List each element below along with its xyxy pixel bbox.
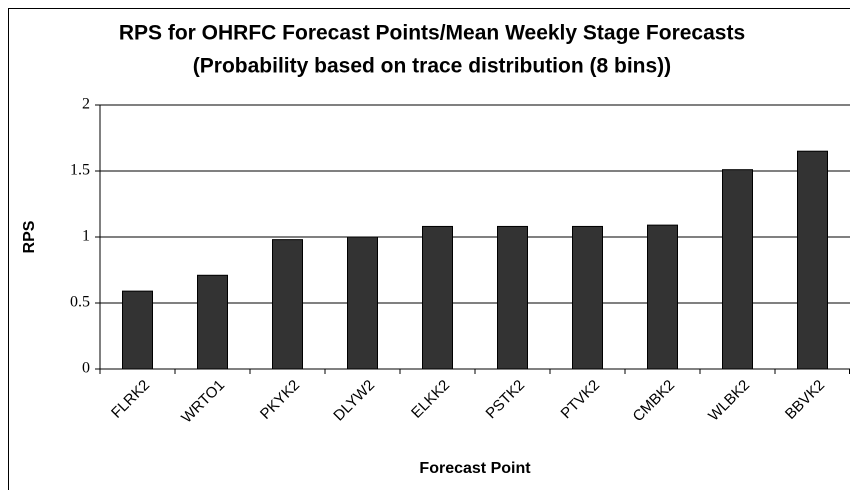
x-tick-label: CMBK2 [630, 377, 679, 426]
bar [272, 239, 303, 370]
y-tick-label: 2 [82, 96, 90, 113]
bar [422, 225, 453, 370]
chart-subtitle: (Probability based on trace distribution… [193, 55, 671, 78]
x-tick-label: WRTO1 [178, 377, 228, 427]
bar [572, 225, 603, 370]
bar [722, 169, 753, 370]
x-axis-label: Forecast Point [419, 460, 531, 477]
x-tick-label: PKYK2 [257, 377, 303, 423]
bar [797, 150, 828, 370]
chart-title: RPS for OHRFC Forecast Points/Mean Weekl… [119, 22, 745, 45]
bar [647, 224, 678, 370]
y-tick-label: 0.5 [70, 294, 90, 311]
y-tick-label: 1.5 [70, 162, 90, 179]
bar [347, 236, 378, 370]
chart-frame [8, 8, 850, 490]
x-tick-label: DLYW2 [330, 377, 378, 425]
x-tick-label: PTVK2 [558, 377, 604, 423]
y-tick-label: 1 [82, 228, 90, 245]
x-tick-label: FLRK2 [108, 377, 153, 422]
x-tick-label: ELKK2 [408, 377, 453, 422]
bar [122, 290, 153, 370]
y-axis-label: RPS [21, 220, 38, 253]
bar [497, 225, 528, 370]
bar [197, 274, 228, 370]
x-tick-label: WLBK2 [705, 377, 753, 425]
y-tick-label: 0 [82, 360, 90, 377]
x-tick-label: PSTK2 [483, 377, 529, 423]
x-tick-label: BBVK2 [782, 377, 828, 423]
